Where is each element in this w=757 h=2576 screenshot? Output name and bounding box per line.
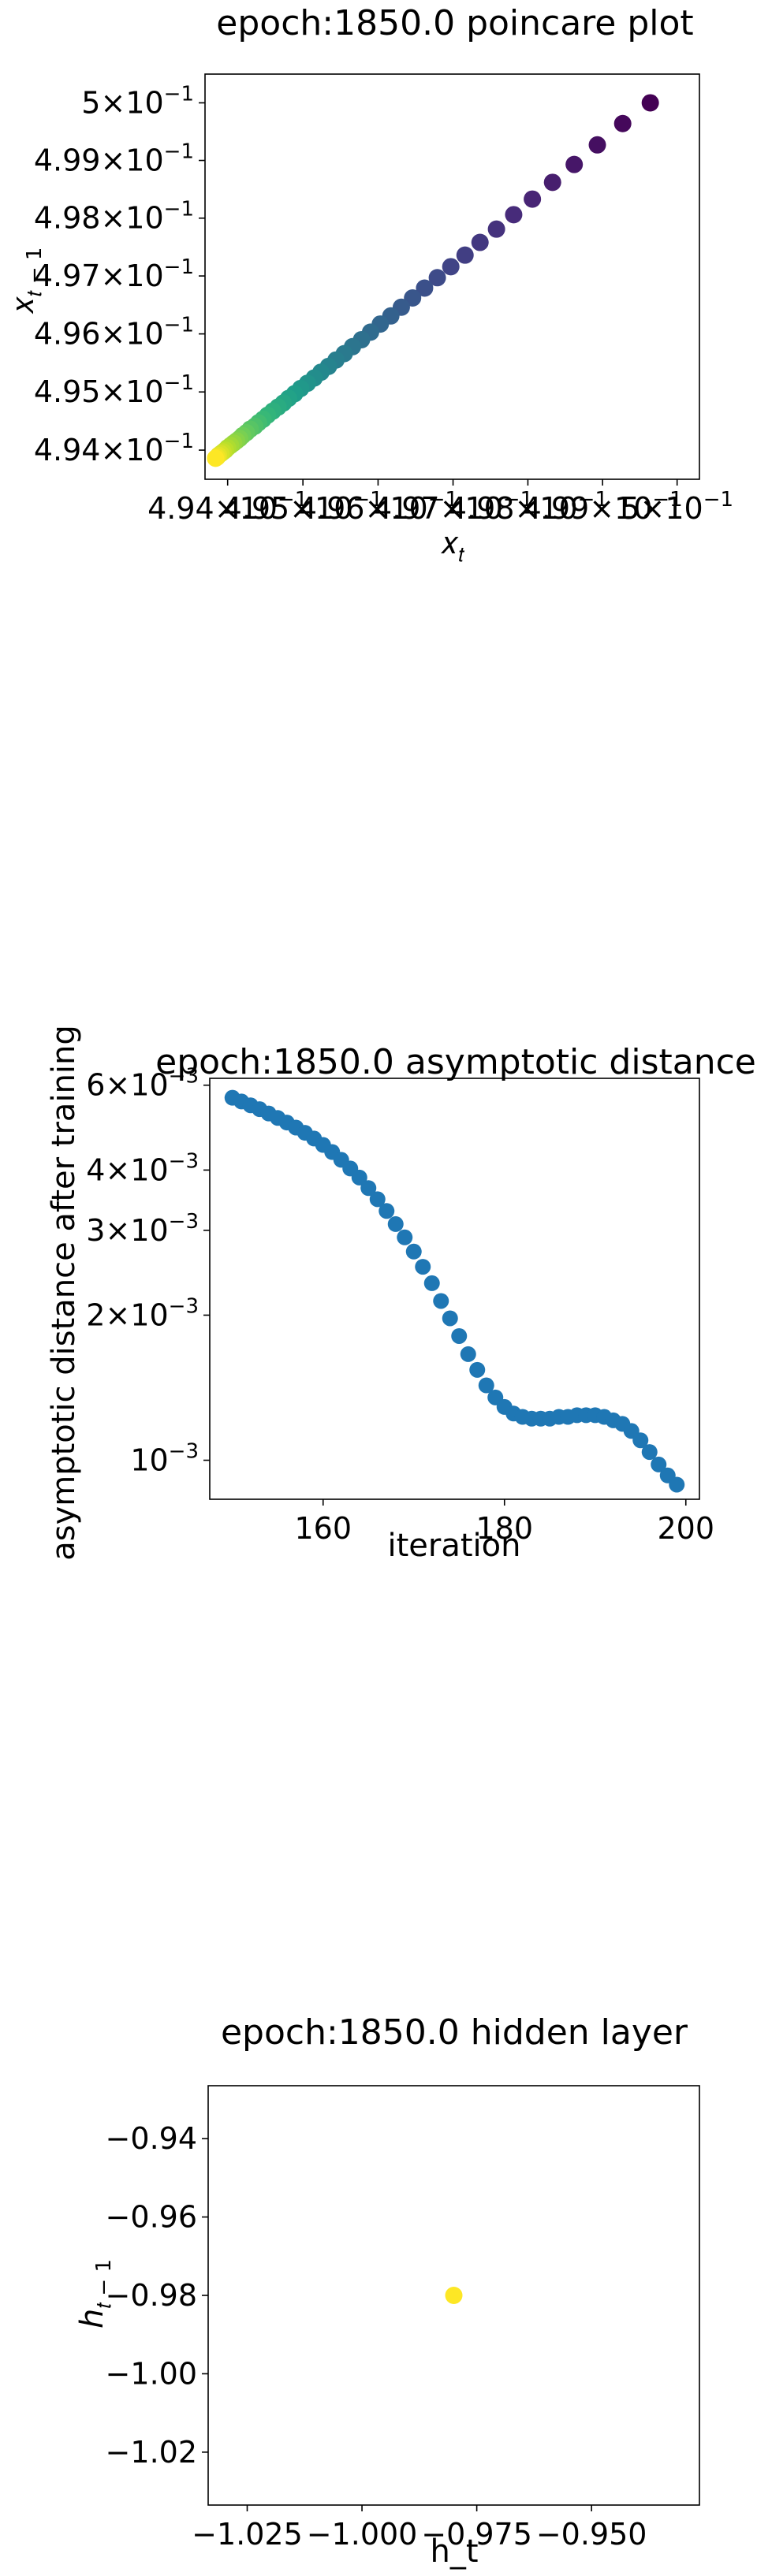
data-point (369, 1191, 386, 1208)
x-tick-label: 160 (294, 1511, 352, 1546)
x-axis-label: 𝑥𝑡 (441, 525, 464, 567)
data-point (588, 136, 606, 154)
data-point (471, 233, 489, 251)
x-tick-label: 4.98×10−1 (448, 488, 608, 526)
y-tick-label: 4.96×10−1 (34, 314, 194, 352)
x-tick-label: 4.99×10−1 (523, 488, 683, 526)
data-point (632, 1432, 649, 1449)
y-tick-label: −1.02 (106, 2435, 197, 2470)
data-point (378, 1203, 395, 1219)
y-tick-label: 5×10−1 (81, 82, 194, 120)
data-point (478, 1377, 494, 1394)
y-tick-label: 4.94×10−1 (34, 430, 194, 467)
y-tick-label: 4.95×10−1 (34, 371, 194, 409)
plot-frame (204, 73, 700, 480)
y-tick-label: 6×10−3 (86, 1065, 199, 1103)
x-tick-label: 4.95×10−1 (223, 488, 383, 526)
data-point (451, 1327, 468, 1344)
data-point (416, 279, 434, 297)
chart-title: epoch:1850.0 poincare plot (216, 3, 693, 43)
y-tick-label: 2×10−3 (86, 1294, 199, 1332)
x-tick-label: 4.94×10−1 (147, 488, 308, 526)
chart-title: epoch:1850.0 hidden layer (221, 2012, 688, 2053)
y-axis-label: 𝑥𝑡 − 1 (5, 248, 47, 315)
y-axis-label: ℎ𝑡 − 1 (74, 2259, 116, 2328)
hidden-layer-chart: epoch:1850.0 hidden layer −1.025 −1.000 −0… (74, 2012, 700, 2570)
data-point (505, 206, 523, 224)
y-tick-label: −0.98 (106, 2278, 197, 2313)
asymptotic-distance-chart: epoch:1850.0 asymptotic distance 160 180 2… (46, 1025, 756, 1564)
x-tick-label: −1.000 (307, 2517, 418, 2552)
chart-title: epoch:1850.0 asymptotic distance (155, 1042, 756, 1082)
x-tick-label: −0.975 (421, 2517, 532, 2552)
data-point (487, 220, 505, 238)
data-point (565, 155, 584, 173)
data-point (423, 1275, 440, 1291)
x-tick-label: −0.950 (536, 2517, 647, 2552)
y-tick-label: −0.96 (106, 2200, 197, 2235)
data-point (445, 2287, 463, 2304)
data-point (651, 1456, 667, 1472)
y-tick-label: −1.00 (106, 2356, 197, 2391)
poincare-plot-chart: epoch:1850.0 poincare plot 4.94×10−14.95… (5, 3, 733, 567)
plot-frame (209, 1078, 700, 1500)
x-tick-label: 5×10−1 (621, 488, 733, 526)
x-tick-label: −1.025 (192, 2517, 303, 2552)
x-tick-label: 180 (475, 1511, 533, 1546)
data-point (360, 1180, 377, 1197)
data-point (405, 1243, 422, 1260)
data-point (387, 1215, 404, 1232)
data-point (469, 1361, 486, 1378)
x-tick-label: 200 (657, 1511, 714, 1546)
data-point (442, 258, 460, 276)
data-point (613, 114, 632, 132)
data-point (433, 1293, 449, 1309)
data-point (460, 1346, 476, 1362)
data-point (207, 449, 225, 467)
data-point (456, 246, 474, 264)
y-tick-label: 10−3 (130, 1440, 199, 1478)
x-axis-label: h_t (430, 2533, 478, 2570)
data-point (543, 173, 561, 192)
plot-frame (207, 2085, 700, 2506)
data-point (442, 1310, 458, 1327)
y-tick-label: 3×10−3 (86, 1210, 199, 1248)
x-tick-label: 4.96×10−1 (298, 488, 458, 526)
data-point (669, 1476, 685, 1493)
data-point (524, 190, 542, 208)
y-tick-label: −0.94 (106, 2121, 197, 2156)
y-tick-label: 4×10−3 (86, 1149, 199, 1187)
data-point (428, 269, 446, 287)
y-tick-label: 4.99×10−1 (34, 140, 194, 178)
y-axis-label: asymptotic distance after training (46, 1025, 82, 1561)
data-point (351, 1169, 367, 1186)
data-point (641, 1444, 658, 1461)
data-point (641, 94, 659, 112)
data-point (397, 1229, 413, 1245)
y-tick-label: 4.98×10−1 (34, 198, 194, 236)
data-point (415, 1259, 431, 1275)
x-tick-label: 4.97×10−1 (373, 488, 533, 526)
y-tick-label: 4.97×10−1 (34, 255, 194, 293)
x-axis-label: iteration (388, 1528, 521, 1564)
